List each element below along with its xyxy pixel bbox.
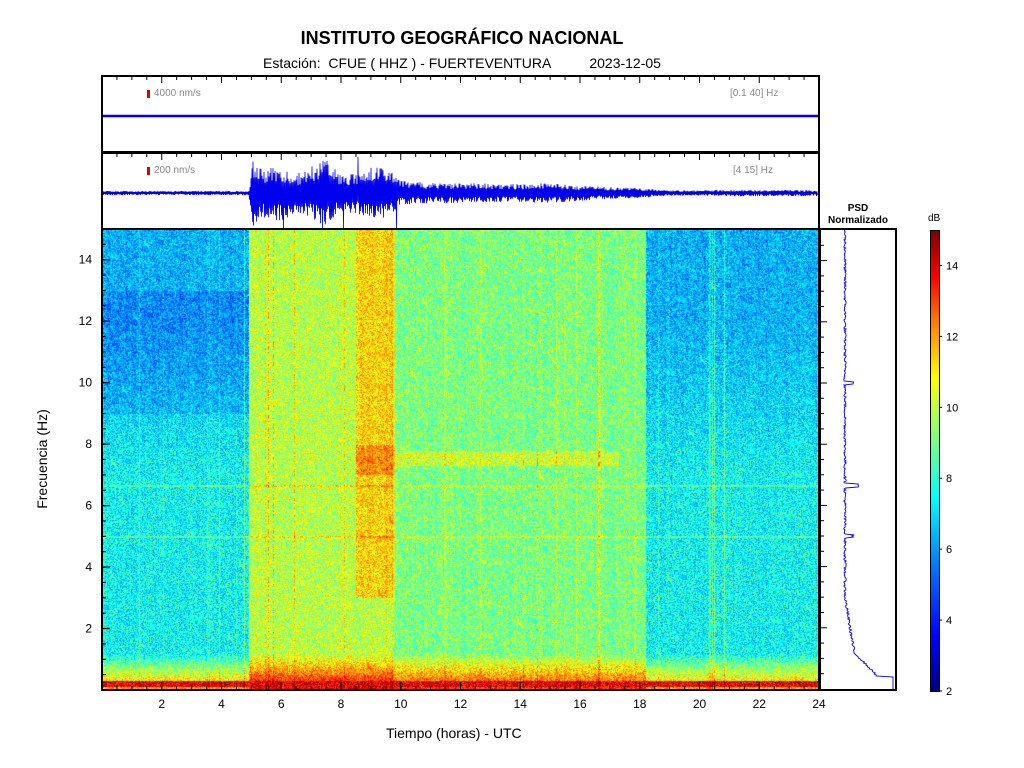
psd-curve bbox=[821, 230, 894, 689]
waveform-filtered-trace bbox=[103, 156, 818, 228]
psd-panel bbox=[819, 228, 897, 691]
spectrogram-heatmap bbox=[102, 229, 819, 690]
colorbar-unit: dB bbox=[928, 213, 941, 224]
psd-title-line2: Normalizado bbox=[827, 215, 888, 226]
date-label: 2023-12-05 bbox=[589, 55, 661, 71]
x-tick-label: 14 bbox=[514, 697, 528, 711]
y-tick-label: 14 bbox=[79, 253, 93, 267]
y-tick-label: 10 bbox=[79, 376, 93, 390]
psd-title-line1: PSD bbox=[847, 203, 869, 214]
chart-title: INSTITUTO GEOGRÁFICO NACIONAL bbox=[300, 28, 624, 48]
scale-label-filtered: 200 nm/s bbox=[154, 165, 196, 176]
y-tick-label: 6 bbox=[85, 499, 92, 513]
x-tick-label: 4 bbox=[218, 697, 225, 711]
colorbar-tick-label: 12 bbox=[946, 331, 958, 343]
waveform-broadband-panel: 4000 nm/s [0.1 40] Hz bbox=[101, 75, 820, 153]
band-label-broadband: [0.1 40] Hz bbox=[730, 88, 779, 99]
y-tick-label: 8 bbox=[85, 437, 92, 451]
station-info: Estación: CFUE ( HHZ ) - FUERTEVENTURA bbox=[263, 55, 552, 71]
y-tick-label: 2 bbox=[85, 622, 92, 636]
colorbar-tick-label: 8 bbox=[946, 473, 952, 485]
x-tick-label: 10 bbox=[394, 697, 408, 711]
waveform-filtered-panel: 200 nm/s [4 15] Hz bbox=[101, 152, 820, 230]
x-tick-label: 24 bbox=[812, 697, 826, 711]
psd-line bbox=[842, 230, 894, 689]
spectrogram-frame bbox=[101, 228, 820, 691]
waveform-filtered-line bbox=[103, 156, 818, 228]
x-axis-label: Tiempo (horas) - UTC bbox=[386, 725, 522, 741]
waveform-broadband-trace bbox=[103, 114, 818, 118]
y-axis-label: Frecuencia (Hz) bbox=[34, 409, 50, 509]
chart-subtitle: Estación: CFUE ( HHZ ) - FUERTEVENTURA 20… bbox=[0, 55, 924, 71]
x-tick-label: 6 bbox=[278, 697, 285, 711]
x-tick-label: 22 bbox=[753, 697, 767, 711]
colorbar-tick-label: 10 bbox=[946, 402, 958, 414]
psd-title: PSD Normalizado bbox=[820, 203, 896, 227]
y-tick-label: 12 bbox=[79, 314, 93, 328]
colorbar bbox=[930, 230, 940, 692]
x-tick-label: 2 bbox=[158, 697, 165, 711]
x-tick-label: 18 bbox=[633, 697, 647, 711]
scale-marker bbox=[147, 90, 150, 98]
band-label-filtered: [4 15] Hz bbox=[733, 165, 774, 176]
x-tick-label: 8 bbox=[338, 697, 345, 711]
x-tick-label: 16 bbox=[573, 697, 587, 711]
colorbar-tick-label: 4 bbox=[946, 615, 952, 627]
colorbar-tick-label: 14 bbox=[946, 260, 958, 272]
colorbar-tick-label: 6 bbox=[946, 544, 952, 556]
y-tick-label: 4 bbox=[85, 560, 92, 574]
x-tick-label: 12 bbox=[454, 697, 468, 711]
scale-marker bbox=[147, 167, 150, 175]
scale-label-broadband: 4000 nm/s bbox=[154, 88, 201, 99]
colorbar-tick-label: 2 bbox=[946, 686, 952, 698]
x-tick-label: 20 bbox=[693, 697, 707, 711]
